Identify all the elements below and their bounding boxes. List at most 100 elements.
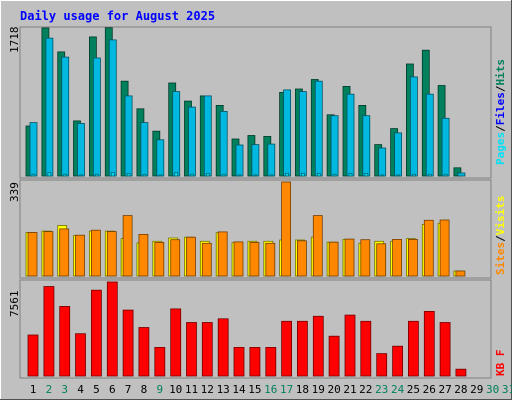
bar-files-day-17: [283, 89, 292, 177]
panel-middle: 339: [8, 179, 492, 279]
bar-sites-day-25: [407, 238, 418, 277]
bar-files-day-22: [362, 115, 371, 177]
bar-sites-day-11: [186, 236, 196, 277]
bar-sites-day-9: [154, 241, 165, 277]
legend-hits: Hits: [494, 59, 507, 86]
legend-files: Files: [494, 92, 507, 125]
day-label-10: 10: [169, 383, 182, 396]
bar-files-day-1: [29, 122, 38, 177]
legend-middle: Sites/Visits: [494, 196, 507, 276]
bar-sites-day-27: [439, 219, 450, 277]
panel-bottom-bars: [27, 281, 467, 377]
legend-sep-3: /: [494, 235, 507, 242]
bar-files-day-5: [93, 57, 101, 177]
bar-files-day-25: [409, 76, 418, 177]
panel-top: 1718: [8, 26, 492, 179]
bar-kb-f-day-10: [170, 308, 182, 377]
bar-pages-day-8: [142, 173, 147, 177]
bar-kb-f-day-22: [360, 320, 372, 377]
bar-files-day-12: [203, 95, 212, 177]
bar-pages-day-16: [269, 174, 274, 177]
day-label-1: 1: [30, 383, 37, 396]
bar-pages-day-9: [158, 174, 163, 177]
bar-kb-f-day-12: [201, 322, 213, 377]
legend-sep-2: /: [494, 85, 507, 92]
day-label-9: 9: [156, 383, 163, 396]
bar-sites-day-17: [281, 181, 292, 277]
bar-pages-day-22: [364, 172, 369, 177]
bar-pages-day-12: [205, 172, 210, 177]
bar-pages-day-17: [285, 172, 290, 177]
bar-pages-day-24: [396, 174, 401, 177]
legend-visits: Visits: [494, 196, 507, 236]
bar-pages-day-27: [443, 173, 448, 177]
bar-kb-f-day-6: [106, 281, 118, 377]
day-label-28: 28: [454, 383, 467, 396]
day-label-16: 16: [264, 383, 277, 396]
bar-kb-f-day-1: [27, 334, 39, 377]
bar-files-day-27: [441, 117, 450, 177]
bar-kb-f-day-15: [249, 346, 261, 377]
day-label-11: 11: [185, 383, 198, 396]
day-label-24: 24: [391, 383, 405, 396]
bar-kb-f-day-11: [186, 322, 197, 377]
bar-sites-day-28: [455, 270, 466, 277]
panel-bottom-max-label: 7561: [8, 291, 21, 318]
day-label-15: 15: [248, 383, 261, 396]
panel-middle-bars: [25, 181, 466, 277]
day-label-21: 21: [343, 383, 356, 396]
panel-top-bars: [25, 27, 466, 177]
bar-kb-f-day-3: [59, 305, 71, 377]
day-label-20: 20: [327, 383, 340, 396]
legend-pages: Pages: [494, 132, 507, 165]
legend-top: Pages/Files/Hits: [494, 59, 507, 165]
bar-sites-day-4: [75, 234, 85, 277]
day-label-26: 26: [423, 383, 436, 396]
bar-sites-day-2: [43, 231, 54, 277]
bar-sites-day-13: [217, 231, 228, 277]
day-label-31: 31: [502, 383, 512, 396]
day-label-14: 14: [232, 383, 246, 396]
bar-kb-f-day-14: [233, 346, 245, 377]
day-label-8: 8: [141, 383, 148, 396]
bar-kb-f-day-23: [376, 353, 388, 377]
day-label-27: 27: [438, 383, 451, 396]
bar-pages-day-21: [348, 172, 353, 177]
bar-kb-f-day-28: [455, 368, 467, 377]
bar-pages-day-3: [63, 173, 68, 177]
bar-pages-day-10: [174, 172, 179, 177]
bar-sites-day-20: [328, 241, 339, 277]
bar-pages-day-14: [237, 174, 242, 177]
bar-files-day-14: [235, 144, 244, 177]
bar-pages-day-5: [95, 173, 99, 177]
bar-pages-day-4: [79, 174, 83, 177]
day-label-12: 12: [201, 383, 214, 396]
day-label-13: 13: [217, 383, 230, 396]
bar-sites-day-12: [201, 242, 212, 277]
chart-title: Daily usage for August 2025: [20, 9, 215, 23]
bar-kb-f-day-2: [43, 286, 55, 377]
bar-sites-day-18: [296, 240, 307, 277]
bar-files-day-18: [298, 91, 307, 177]
bar-sites-day-21: [344, 238, 355, 277]
legend-kbf: KB F: [494, 350, 507, 377]
day-label-29: 29: [470, 383, 483, 396]
bar-sites-day-8: [138, 233, 149, 277]
day-label-23: 23: [375, 383, 388, 396]
bar-pages-day-20: [332, 173, 337, 177]
bar-kb-f-day-9: [154, 346, 166, 377]
bar-files-day-26: [425, 93, 434, 177]
bar-pages-day-1: [31, 173, 36, 177]
day-label-17: 17: [280, 383, 293, 396]
bar-files-day-3: [61, 56, 70, 177]
day-label-25: 25: [407, 383, 420, 396]
bar-files-day-19: [314, 80, 323, 177]
day-label-7: 7: [125, 383, 132, 396]
day-label-22: 22: [359, 383, 372, 396]
x-axis-day-labels: 1 2 3 4 5 6 7 8 9 10 11 12 13 14 15 16 17 18 19 20 21 22 23 24 2…: [30, 383, 512, 396]
bar-kb-f-day-27: [439, 322, 451, 377]
bar-sites-day-15: [249, 241, 260, 277]
bar-kb-f-day-19: [312, 315, 324, 377]
panel-bottom: 7561: [8, 279, 492, 379]
